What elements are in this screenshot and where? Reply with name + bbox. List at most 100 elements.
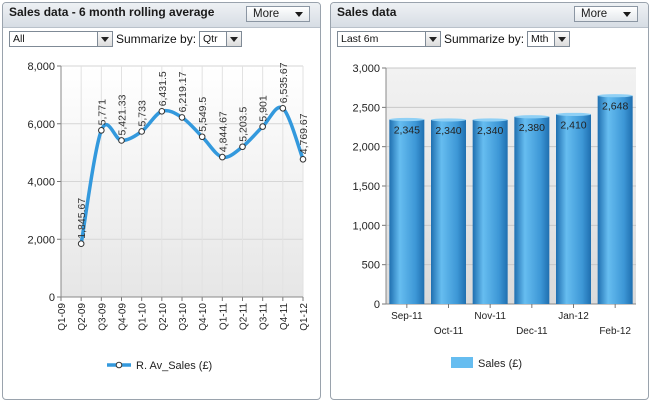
- x-tick-label: Q2-11: [239, 303, 250, 330]
- sales-data-panel: Sales data More Last 6m Summarize by: Mt…: [330, 2, 649, 400]
- panel-title: Sales data - 6 month rolling average: [9, 5, 215, 19]
- data-point: [158, 107, 166, 115]
- rolling-average-line-chart: 0 2,000 4,000 6,000 8,000 Q1-09 Q2-09 Q3-09 Q4-0…: [27, 61, 310, 372]
- data-point: [239, 143, 246, 151]
- bar: [431, 119, 466, 304]
- bar-top: [431, 118, 466, 122]
- data-point: [98, 127, 105, 134]
- bar: [597, 95, 633, 304]
- legend-marker: [115, 361, 123, 369]
- x-tick-label: Q1-11: [218, 303, 229, 330]
- panel-header: Sales data - 6 month rolling average Mor…: [3, 3, 320, 28]
- summarize-label: Summarize by:: [444, 32, 525, 46]
- filter-select-value: Last 6m: [341, 33, 379, 45]
- x-tick-label: Oct-11: [434, 326, 464, 337]
- summarize-select-value: Mth: [531, 33, 549, 45]
- bar-top: [597, 94, 633, 98]
- x-tick-label: Q2-09: [77, 303, 88, 331]
- data-point: [77, 240, 85, 248]
- y-tick-label: 2,000: [27, 234, 55, 246]
- x-tick-label: Q4-11: [279, 303, 290, 330]
- x-tick-label: Sep-11: [391, 311, 423, 322]
- legend-label: R. Av_Sales (£): [136, 360, 212, 372]
- more-button-label: More: [581, 8, 608, 20]
- data-point: [219, 153, 226, 161]
- data-label: 2,340: [435, 125, 461, 137]
- data-label: 5,421.33: [117, 94, 129, 135]
- data-label: 2,340: [477, 125, 503, 137]
- data-label: 5,733: [137, 100, 149, 126]
- data-point: [118, 137, 125, 144]
- bar-top: [389, 117, 425, 122]
- legend-swatch: [451, 357, 473, 368]
- y-tick-label: 500: [362, 260, 380, 272]
- x-tick-label: Q4-09: [118, 303, 129, 331]
- caret-down-icon: [623, 12, 631, 17]
- bar-top: [514, 115, 550, 119]
- bar: [556, 114, 591, 304]
- summarize-select[interactable]: Mth: [527, 31, 570, 47]
- panel-header: Sales data More: [331, 3, 648, 28]
- data-point: [299, 155, 307, 163]
- caret-down-icon: [295, 12, 303, 17]
- x-tick-label: Q4-10: [198, 303, 209, 331]
- x-tick-label: Q2-10: [158, 303, 169, 331]
- filter-select-value: All: [13, 33, 25, 45]
- data-label: 2,345: [394, 125, 420, 137]
- bar-top: [472, 118, 508, 122]
- dropdown-arrow-icon: [425, 32, 440, 46]
- y-tick-label: 8,000: [27, 61, 55, 73]
- y-tick-label: 6,000: [27, 119, 55, 131]
- summarize-label: Summarize by:: [116, 32, 197, 46]
- x-tick-label: Q3-10: [178, 303, 189, 331]
- x-tick-label: Q1-09: [57, 303, 68, 331]
- bar: [472, 119, 508, 304]
- x-tick-label: Jan-12: [558, 311, 589, 322]
- x-tick-label: Q3-11: [259, 303, 270, 330]
- data-label: 5,203.5: [238, 107, 250, 142]
- dropdown-arrow-icon: [97, 32, 112, 46]
- x-tick-label: Nov-11: [474, 311, 506, 322]
- data-label: 4,769.67: [298, 113, 310, 154]
- y-tick-label: 1,500: [352, 181, 380, 193]
- x-tick-label: Q3-09: [97, 303, 108, 331]
- data-label: 6,535.67: [278, 62, 290, 103]
- data-label: 2,410: [560, 119, 586, 131]
- data-label: 5,549.5: [197, 97, 209, 132]
- filter-select[interactable]: All: [9, 31, 113, 47]
- y-tick-label: 2,000: [352, 142, 380, 154]
- data-label: 2,648: [602, 101, 628, 113]
- rolling-average-panel: Sales data - 6 month rolling average Mor…: [2, 2, 321, 400]
- more-button[interactable]: More: [574, 6, 638, 22]
- data-point: [198, 133, 206, 141]
- x-tick-label: Q1-12: [299, 303, 310, 331]
- data-label: 5,901: [258, 95, 270, 121]
- filter-select[interactable]: Last 6m: [337, 31, 441, 47]
- bar-top: [556, 112, 591, 117]
- y-tick-label: 4,000: [27, 177, 55, 189]
- dropdown-arrow-icon: [226, 32, 241, 46]
- data-label: 6,431.5: [157, 71, 169, 106]
- summarize-select-value: Qtr: [203, 33, 218, 45]
- data-label: 6,219.17: [177, 71, 189, 112]
- y-tick-label: 0: [374, 299, 380, 311]
- y-tick-label: 1,000: [352, 220, 380, 232]
- x-tick-label: Q1-10: [138, 303, 149, 331]
- data-label: 5,771: [96, 99, 108, 125]
- sales-bar-chart: 0 500 1,000 1,500 2,000 2,500 3,000 2,345 Sep-11…: [352, 63, 636, 370]
- data-point: [138, 128, 145, 135]
- x-tick-label: Feb-12: [599, 326, 631, 337]
- legend-label: Sales (£): [478, 358, 522, 370]
- data-label: 1,845.67: [76, 198, 88, 239]
- more-button-label: More: [253, 8, 280, 20]
- data-label: 4,844.67: [217, 111, 229, 152]
- bar: [389, 119, 425, 304]
- summarize-select[interactable]: Qtr: [199, 31, 242, 47]
- data-label: 2,380: [519, 122, 545, 134]
- bar: [514, 116, 550, 304]
- data-point: [279, 104, 287, 112]
- dropdown-arrow-icon: [554, 32, 569, 46]
- more-button[interactable]: More: [246, 6, 310, 22]
- data-point: [178, 114, 186, 121]
- y-tick-label: 0: [49, 292, 55, 304]
